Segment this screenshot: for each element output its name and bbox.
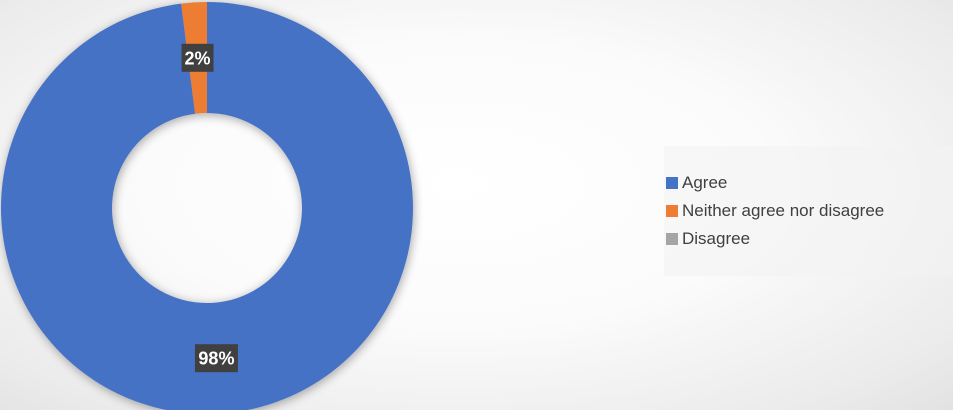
legend-label: Neither agree nor disagree [682, 201, 885, 220]
data-label-neither-agree-nor-disagree: 2% [181, 43, 214, 72]
legend-label: Disagree [682, 229, 751, 248]
data-label-box [194, 344, 238, 373]
legend-item-neither-agree-nor-disagree: Neither agree nor disagree [664, 200, 953, 222]
data-label-agree: 98% [194, 344, 238, 373]
legend-swatch [666, 233, 678, 245]
data-label-text: 2% [185, 48, 211, 68]
data-label-box [181, 43, 214, 72]
data-labels: 98% 2% [181, 43, 238, 373]
legend-label: Agree [682, 173, 728, 192]
chart-legend: Agree Neither agree nor disagree Disagree [664, 146, 953, 276]
legend-item-agree: Agree [664, 172, 953, 194]
slice-agree [1, 2, 413, 410]
legend-swatch [666, 205, 678, 217]
legend-swatch [666, 177, 678, 189]
data-label-text: 98% [198, 349, 234, 369]
legend-item-disagree: Disagree [664, 228, 953, 250]
donut-chart: 98% 2% [1, 2, 413, 410]
